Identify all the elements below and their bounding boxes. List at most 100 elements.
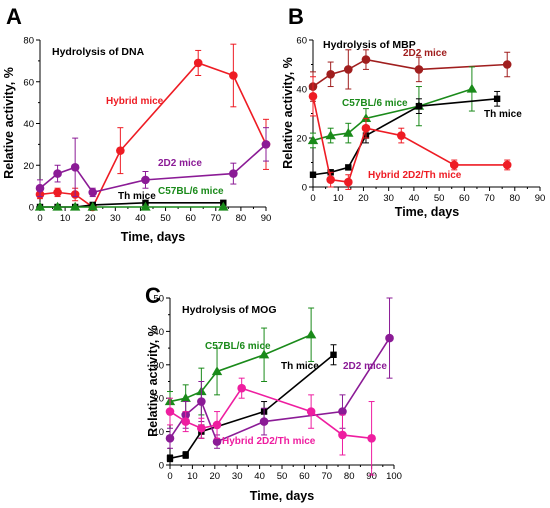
data-point [306,407,316,416]
y-axis-title: Relative activity, % [2,67,16,179]
data-point [367,433,376,443]
panel-title: Hydrolysis of DNA [52,46,145,58]
data-point [261,140,271,149]
x-tick-label: 0 [167,471,172,482]
data-point [193,58,203,68]
data-point [343,127,354,137]
data-point [466,83,478,93]
y-tick-label: 0 [159,461,164,472]
data-point [197,423,206,433]
x-tick-label: 30 [110,213,121,224]
x-tick-label: 50 [434,193,445,204]
y-tick-label: 60 [23,77,34,88]
data-point [361,55,371,64]
series-c57bl-6-mice [164,307,317,416]
x-tick-label: 80 [344,471,355,482]
x-tick-label: 100 [386,471,402,482]
series-line [39,62,267,209]
data-point [308,92,318,101]
y-tick-label: 0 [29,203,34,214]
data-point [197,397,206,406]
data-point [259,417,269,426]
data-point [493,95,501,102]
data-point [344,177,353,187]
y-tick-label: 10 [153,427,164,438]
data-point [166,455,174,462]
data-point [180,393,191,402]
data-point [211,366,223,376]
data-point [69,201,81,211]
data-point [237,383,246,393]
series-hybrid-mice [35,43,271,212]
x-tick-label: 30 [232,471,243,482]
panel-letter: A [6,4,22,29]
x-tick-label: 90 [366,471,377,482]
panel-letter: B [288,4,304,29]
y-tick-label: 80 [23,36,34,47]
data-point [34,201,46,211]
data-point [345,164,352,171]
panel-title: Hydrolysis of MOG [182,304,277,316]
x-tick-label: 20 [210,471,221,482]
data-point [53,188,62,197]
data-point [116,146,125,155]
y-tick-label: 60 [296,36,307,47]
data-point [449,160,459,170]
series-label: Hybrid 2D2/Th mice [368,170,462,181]
x-tick-label: 10 [187,471,198,482]
data-point [212,437,222,446]
x-tick-label: 0 [37,213,42,224]
data-point [502,60,512,69]
data-point [338,407,347,416]
data-point [326,70,335,79]
series-2d2-mice [308,49,512,102]
x-tick-label: 90 [261,213,272,224]
data-point [396,131,406,140]
series-label: C57BL/6 mice [205,341,271,352]
data-point [326,175,335,184]
x-tick-label: 20 [85,213,96,224]
data-point [258,349,270,359]
data-point [165,407,175,416]
x-tick-label: 60 [459,193,470,204]
panel-b: B Hydrolysis of MBP 0 10 20 30 40 50 60 70 80 90 0 20… [281,4,545,219]
x-tick-label: 70 [210,213,221,224]
series-hybrid-2d2-th-mice [308,76,512,190]
x-tick-label: 40 [254,471,265,482]
x-tick-label: 10 [333,193,344,204]
data-point [87,201,98,211]
data-point [338,430,347,440]
series-c57bl-6-mice [34,201,229,211]
series-label: C57BL/6 mice [158,186,224,197]
data-point [415,102,423,110]
x-axis-title: Time, days [250,489,314,503]
data-point [502,160,512,170]
y-tick-label: 50 [153,294,164,305]
data-point [360,113,372,123]
y-tick-label: 20 [23,161,34,172]
data-point [344,65,353,74]
data-point [70,163,80,172]
x-tick-label: 90 [535,193,546,204]
x-tick-label: 60 [299,471,310,482]
series-label: C57BL/6 mice [342,98,408,109]
data-point [414,65,424,74]
x-tick-label: 0 [310,193,315,204]
x-tick-label: 40 [135,213,146,224]
series-label: 2D2 mice [343,361,387,372]
data-point [309,171,317,178]
x-tick-label: 60 [185,213,196,224]
y-axis-title: Relative activity, % [281,57,295,169]
data-point [88,188,98,197]
y-tick-label: 40 [23,119,34,130]
panel-letter: C [145,283,161,308]
data-point [165,433,175,443]
x-tick-label: 40 [409,193,420,204]
x-tick-label: 30 [383,193,394,204]
panel-a: A Hydrolysis of DNA 0 10 20 30 40 50 60 70 80 90 0 20… [2,4,271,244]
x-tick-label: 50 [160,213,171,224]
x-tick-label: 70 [484,193,495,204]
x-axis-title: Time, days [395,205,459,219]
x-tick-label: 50 [277,471,288,482]
